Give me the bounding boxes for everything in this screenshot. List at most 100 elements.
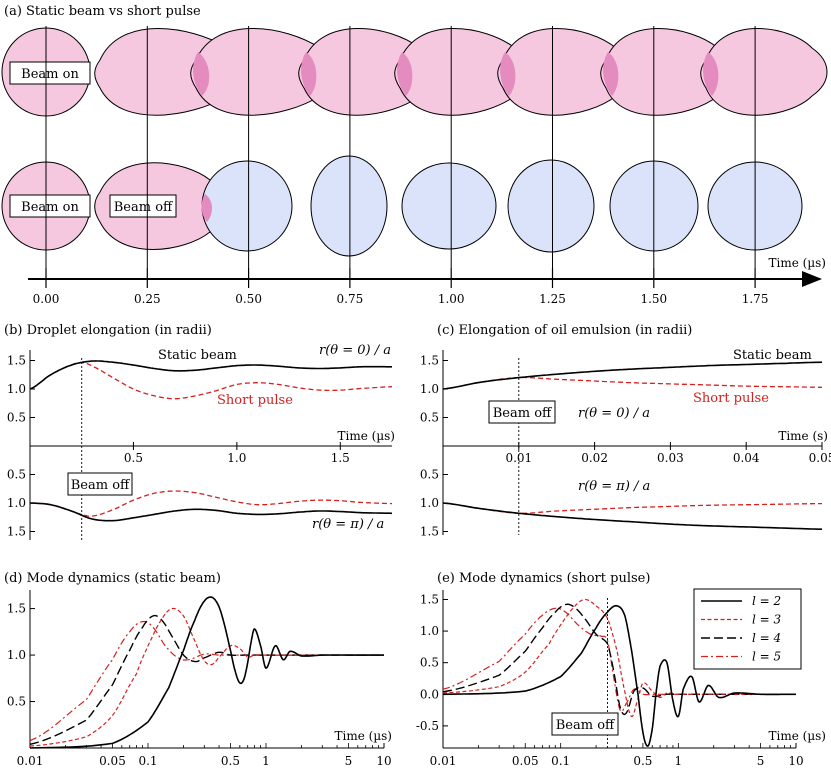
x-tick-label: 10 [788, 754, 803, 768]
y-tick-label: 0.0 [420, 687, 439, 701]
overlap-tint [201, 194, 213, 222]
x-tick-label: 1.5 [331, 451, 350, 465]
legend-entry: l = 2 [752, 594, 781, 608]
panel-d-title: (d) Mode dynamics (static beam) [4, 571, 221, 586]
beam-on-label: Beam on [21, 200, 79, 215]
y-tick-label: 1.0 [420, 624, 439, 638]
beam-off-label: Beam off [556, 718, 616, 733]
beam-off-label: Beam off [493, 406, 553, 421]
overlap-tint [193, 52, 210, 96]
short-pulse-label: Short pulse [693, 391, 769, 406]
lower-ylabel: r(θ = π) / a [578, 479, 650, 494]
time-gridlines [45, 26, 756, 288]
static-beam-label: Static beam [158, 348, 237, 363]
y-tick-label: 0.5 [420, 411, 439, 425]
lower-ylabel: r(θ = π) / a [312, 517, 384, 532]
beam-on-box [9, 61, 91, 85]
time-tick-label: 0.25 [134, 292, 161, 306]
lower-series-static-beam [442, 502, 822, 530]
time-tick-label: 0.75 [337, 292, 364, 306]
x-tick-label: 0.02 [581, 451, 608, 465]
x-axis-label: Time (s) [778, 429, 828, 443]
x-tick-label: 5 [345, 754, 353, 768]
x-tick-label: 0.5 [221, 754, 240, 768]
x-tick-label: 1 [262, 754, 270, 768]
panel-c-title: (c) Elongation of oil emulsion (in radii… [437, 323, 692, 338]
legend-box [693, 588, 802, 670]
x-tick-label: 10 [376, 754, 391, 768]
panel-e-title: (e) Mode dynamics (short pulse) [437, 571, 650, 586]
legend-entry: l = 4 [752, 631, 781, 645]
panel-e-plot: 0.01 0.05 0.1 0.5 1 5 10 -0.5 0.0 0.5 1.0 1.5 [416, 590, 804, 768]
x-tick-label: 5 [757, 754, 765, 768]
beam-off-label: Beam off [114, 200, 174, 215]
panel-c-plot: 0.010.020.030.040.050.51.01.50.51.01.5 [420, 350, 831, 539]
panel-a-title: (a) Static beam vs short pulse [4, 4, 201, 19]
beam-off-label: Beam off [71, 478, 131, 493]
x-axis-label: Time (µs) [769, 729, 826, 743]
beam-on-label: Beam on [21, 67, 79, 82]
y-tick-label: 1.0 [7, 648, 26, 662]
series-l=2 [29, 596, 384, 749]
legend-entry: l = 5 [752, 650, 781, 664]
panel-b-plot: 0.5 1.0 1.5 0.5 1.0 1.5 0.5 1.0 1.5 [7, 350, 393, 540]
panel-d-plot: 0.01 0.05 0.1 0.5 1 5 10 0.5 1.0 1.5 [7, 590, 392, 768]
x-tick-label: 0.03 [657, 451, 684, 465]
panel-e: (e) Mode dynamics (short pulse) 0.01 0.05… [416, 571, 826, 768]
row-short-pulse: Beam on Beam off [1, 155, 803, 257]
x-tick-label: 1 [675, 754, 683, 768]
series-l=5 [29, 620, 384, 742]
static-beam-label: Static beam [733, 348, 812, 363]
x-axis-label: Time (µs) [335, 729, 392, 743]
y-tick-label: 1.5 [420, 592, 439, 606]
y-tick-label: 1.0 [420, 496, 439, 510]
x-tick-label: 0.1 [551, 754, 570, 768]
x-tick-label: 0.05 [512, 754, 539, 768]
y-tick-label: 0.5 [420, 656, 439, 670]
panel-a: (a) Static beam vs short pulse Beam on [1, 4, 828, 306]
y-tick-label: 1.5 [420, 354, 439, 368]
series-l=3 [442, 598, 796, 718]
overlap-tint [397, 52, 413, 96]
panel-d: (d) Mode dynamics (static beam) 0.01 0.05… [4, 571, 392, 768]
time-tick-labels: 0.00 0.25 0.50 0.75 1.00 1.25 1.50 1.75 [33, 292, 769, 306]
short-pulse-label: Short pulse [217, 393, 293, 408]
lower-series-short-pulse [442, 502, 822, 514]
overlap-tint [500, 52, 516, 96]
row-static-beam: Beam on [1, 27, 828, 117]
series-l=5 [442, 607, 796, 713]
panel-b: (b) Droplet elongation (in radii) 0.5 1.0… [4, 323, 395, 540]
beam-off-box [551, 712, 619, 736]
y-tick-label: 1.0 [7, 382, 26, 396]
legend: l = 2 l = 3 l = 4 l = 5 [693, 588, 802, 670]
y-tick-label: 1.0 [420, 382, 439, 396]
time-tick-label: 1.25 [539, 292, 566, 306]
legend-entry: l = 3 [752, 613, 782, 627]
droplet-shape [310, 155, 388, 257]
beam-off-box [488, 400, 556, 424]
y-tick-label: 1.5 [7, 602, 26, 616]
x-tick-label: 0.01 [430, 754, 457, 768]
x-axis-label: Time (µs) [338, 429, 395, 443]
lower-series-short-pulse [29, 490, 393, 517]
overlap-tint [301, 52, 317, 96]
series-l=4 [442, 603, 796, 716]
y-tick-label: 0.5 [420, 468, 439, 482]
x-tick-label: 0.5 [124, 451, 143, 465]
beam-off-box [109, 194, 177, 218]
beam-off-box [67, 472, 133, 496]
panel-c: (c) Elongation of oil emulsion (in radii… [420, 323, 831, 539]
x-tick-label: 0.05 [99, 754, 126, 768]
y-tick-label: 1.5 [420, 525, 439, 539]
series-l=4 [29, 614, 384, 745]
droplet-shape [507, 159, 595, 253]
x-tick-label: 0.05 [809, 451, 831, 465]
lower-series-static-beam [29, 502, 393, 522]
y-tick-label: -0.5 [416, 719, 439, 733]
upper-ylabel: r(θ = 0) / a [578, 406, 650, 421]
x-tick-label: 0.5 [633, 754, 652, 768]
droplet-shape [401, 162, 497, 250]
series-l=3 [29, 607, 384, 747]
x-tick-label: 1.0 [227, 451, 246, 465]
